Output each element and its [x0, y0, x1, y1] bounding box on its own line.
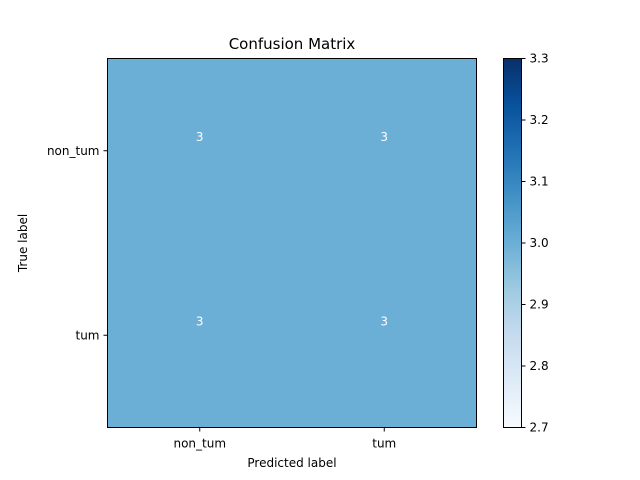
cell-value-label: 3: [196, 314, 204, 328]
matrix-cell: [107, 58, 292, 243]
colorbar-tick-label: 2.8: [530, 359, 549, 373]
cell-value-label: 3: [380, 130, 388, 144]
colorbar-gradient: [503, 58, 522, 428]
x-axis-label: Predicted label: [247, 456, 336, 470]
plot-frame: [107, 58, 477, 428]
x-tick-label: tum: [372, 437, 396, 451]
x-tick-label: non_tum: [173, 437, 226, 451]
matrix-cell: [107, 243, 292, 428]
colorbar-tick-label: 3.1: [530, 175, 549, 189]
cell-value-label: 3: [380, 314, 388, 328]
y-tick-label: non_tum: [47, 144, 100, 158]
matrix-cell: [292, 58, 477, 243]
y-axis-label: True label: [16, 214, 30, 273]
colorbar: 2.7 2.8 2.9 3.0 3.1 3.2 3.3: [503, 52, 549, 435]
colorbar-tick-label: 3.3: [530, 52, 549, 66]
colorbar-tick-label: 3.2: [530, 113, 549, 127]
colorbar-tick-label: 2.7: [530, 421, 549, 435]
chart-title: Confusion Matrix: [229, 35, 356, 53]
cell-value-label: 3: [196, 130, 204, 144]
colorbar-tick-label: 3.0: [530, 236, 549, 250]
colorbar-tick-label: 2.9: [530, 298, 549, 312]
matrix-cell: [292, 243, 477, 428]
y-tick-label: tum: [76, 328, 100, 342]
